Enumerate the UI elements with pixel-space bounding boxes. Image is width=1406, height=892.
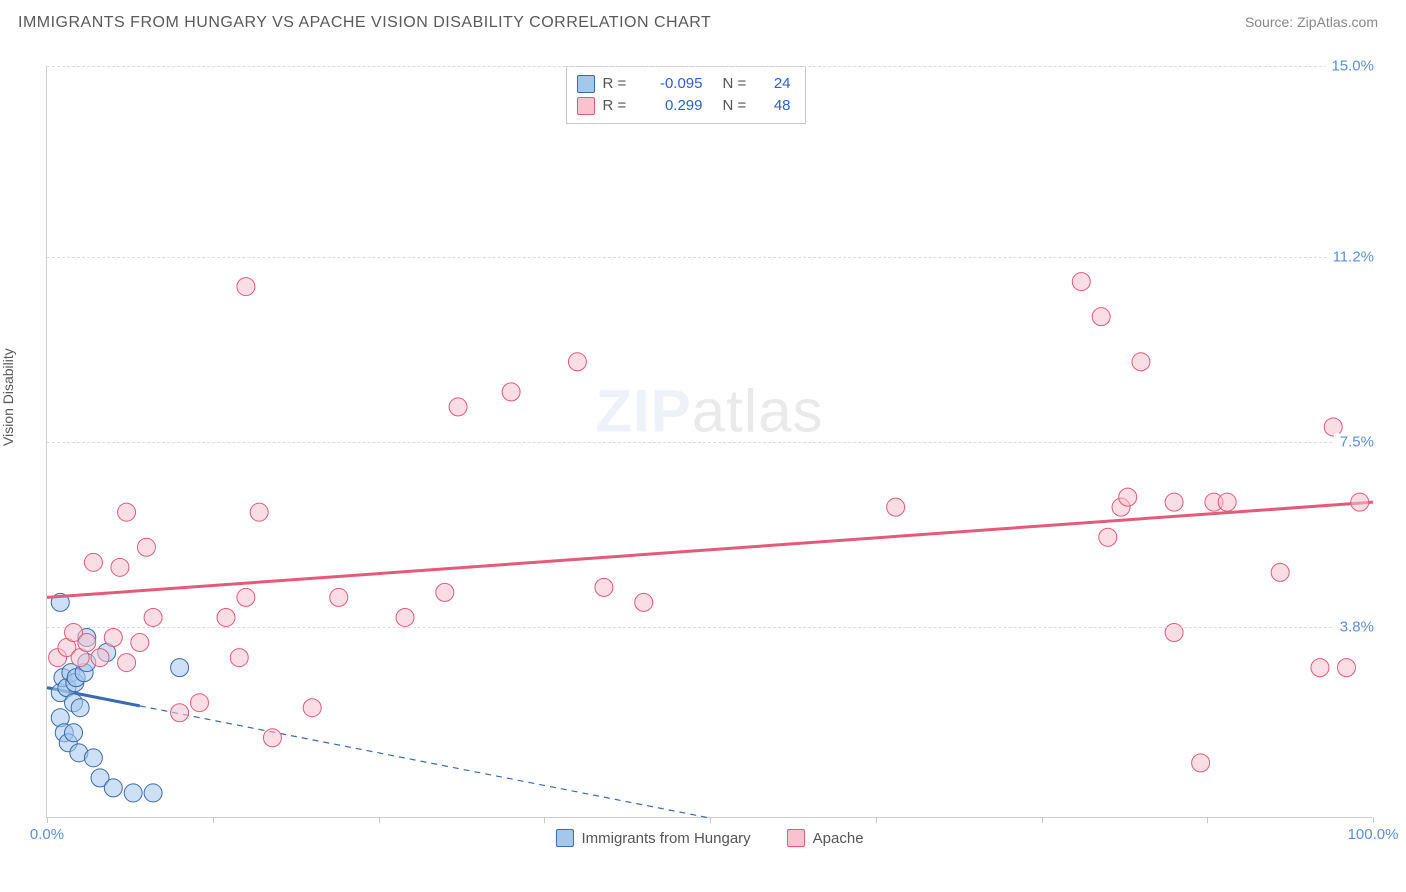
n-label: N = <box>723 95 751 117</box>
n-value-1: 48 <box>759 95 791 117</box>
data-point <box>104 779 122 797</box>
data-point <box>595 578 613 596</box>
gridline <box>47 442 1372 443</box>
legend-item-label: Immigrants from Hungary <box>581 830 750 847</box>
legend-item-label: Apache <box>813 830 864 847</box>
data-point <box>65 724 83 742</box>
data-point <box>1351 493 1369 511</box>
r-label: R = <box>603 95 631 117</box>
x-tick <box>710 817 711 823</box>
data-point <box>131 634 149 652</box>
data-point <box>111 558 129 576</box>
x-tick-label: 100.0% <box>1348 826 1399 843</box>
data-point <box>84 749 102 767</box>
x-tick <box>544 817 545 823</box>
data-point <box>237 278 255 296</box>
r-value-0: -0.095 <box>639 73 703 95</box>
r-label: R = <box>603 73 631 95</box>
data-point <box>263 729 281 747</box>
data-point <box>118 654 136 672</box>
source-value: ZipAtlas.com <box>1297 14 1378 30</box>
data-point <box>144 608 162 626</box>
gridline <box>47 66 1372 67</box>
data-point <box>84 553 102 571</box>
y-tick-label: 11.2% <box>1327 248 1374 265</box>
data-point <box>171 704 189 722</box>
data-point <box>171 659 189 677</box>
data-point <box>635 593 653 611</box>
data-point <box>436 583 454 601</box>
data-point <box>1271 563 1289 581</box>
data-point <box>91 649 109 667</box>
data-point <box>1337 659 1355 677</box>
source-label: Source: <box>1245 14 1293 30</box>
data-point <box>887 498 905 516</box>
swatch-icon <box>577 75 595 93</box>
n-value-0: 24 <box>759 73 791 95</box>
legend-item-0: Immigrants from Hungary <box>555 829 750 847</box>
data-point <box>568 353 586 371</box>
data-point <box>124 784 142 802</box>
data-point <box>144 784 162 802</box>
legend-row-series-1: R = 0.299 N = 48 <box>577 95 791 117</box>
data-point <box>104 629 122 647</box>
data-point <box>237 588 255 606</box>
data-point <box>1165 624 1183 642</box>
data-point <box>71 699 89 717</box>
x-tick <box>876 817 877 823</box>
y-tick-label: 7.5% <box>1334 434 1374 451</box>
swatch-icon <box>787 829 805 847</box>
r-value-1: 0.299 <box>639 95 703 117</box>
chart-title: IMMIGRANTS FROM HUNGARY VS APACHE VISION… <box>18 14 711 32</box>
data-point <box>1165 493 1183 511</box>
legend-item-1: Apache <box>787 829 864 847</box>
data-point <box>190 694 208 712</box>
data-point <box>330 588 348 606</box>
data-point <box>137 538 155 556</box>
data-point <box>502 383 520 401</box>
gridline <box>47 627 1372 628</box>
x-tick <box>1207 817 1208 823</box>
x-tick <box>213 817 214 823</box>
y-tick-label: 3.8% <box>1334 619 1374 636</box>
series-legend: Immigrants from Hungary Apache <box>555 829 863 847</box>
n-label: N = <box>723 73 751 95</box>
y-axis-label: Vision Disability <box>0 348 16 446</box>
data-point <box>1132 353 1150 371</box>
source-attribution: Source: ZipAtlas.com <box>1245 14 1378 30</box>
x-tick <box>379 817 380 823</box>
data-point <box>1092 308 1110 326</box>
chart-plot-area: ZIPatlas R = -0.095 N = 24 R = 0.299 N =… <box>46 66 1372 818</box>
x-tick <box>47 817 48 823</box>
data-point <box>1192 754 1210 772</box>
x-tick <box>1373 817 1374 823</box>
data-point <box>118 503 136 521</box>
data-point <box>250 503 268 521</box>
data-point <box>303 699 321 717</box>
data-point <box>1072 273 1090 291</box>
legend-row-series-0: R = -0.095 N = 24 <box>577 73 791 95</box>
data-point <box>1218 493 1236 511</box>
data-point <box>396 608 414 626</box>
swatch-icon <box>577 97 595 115</box>
data-point <box>1311 659 1329 677</box>
gridline <box>47 257 1372 258</box>
x-tick <box>1042 817 1043 823</box>
data-point <box>449 398 467 416</box>
data-point <box>1099 528 1117 546</box>
data-point <box>230 649 248 667</box>
correlation-legend-box: R = -0.095 N = 24 R = 0.299 N = 48 <box>566 66 806 124</box>
data-point <box>78 634 96 652</box>
y-tick-label: 15.0% <box>1325 58 1374 75</box>
swatch-icon <box>555 829 573 847</box>
data-point <box>217 608 235 626</box>
x-tick-label: 0.0% <box>30 826 64 843</box>
data-point <box>1119 488 1137 506</box>
